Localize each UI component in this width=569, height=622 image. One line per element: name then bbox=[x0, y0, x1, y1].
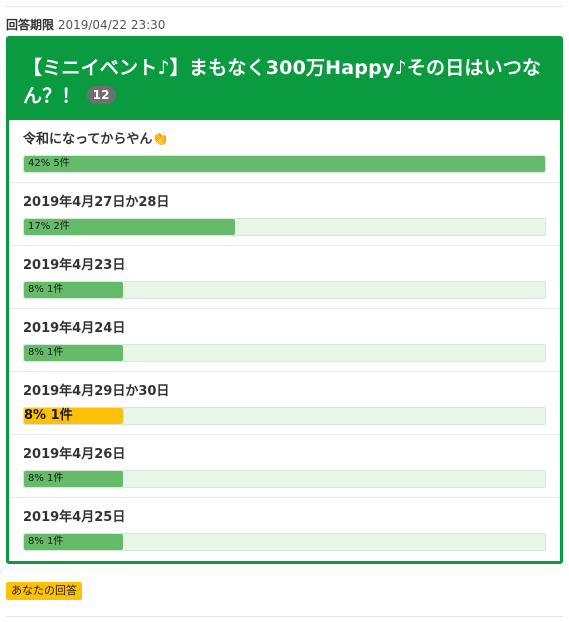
deadline-label: 回答期限 bbox=[6, 18, 55, 32]
result-bar-fill bbox=[24, 471, 124, 487]
result-bar-text: 42% 5件 bbox=[28, 158, 70, 169]
poll-options: 令和になってからやん👏 42% 5件 2019年4月27日か28日 17% 2件… bbox=[9, 120, 560, 561]
top-divider bbox=[6, 6, 563, 7]
poll-option-label: 2019年4月24日 bbox=[23, 321, 126, 336]
result-bar-text: 8% 1件 bbox=[28, 473, 64, 484]
poll-card: 【ミニイベント♪】まもなく300万Happy♪その日はいつなん？！ 12 令和にな… bbox=[6, 36, 563, 564]
poll-option[interactable]: 2019年4月25日 8% 1件 bbox=[9, 498, 560, 561]
poll-option-selected[interactable]: 2019年4月29日か30日 8% 1件 bbox=[9, 372, 560, 435]
result-bar-text: 8% 1件 bbox=[24, 408, 73, 423]
poll-title: 【ミニイベント♪】まもなく300万Happy♪その日はいつなん？！ bbox=[23, 57, 542, 107]
result-bar-text: 8% 1件 bbox=[28, 347, 64, 358]
result-bar-track: 8% 1件 bbox=[23, 407, 546, 425]
result-bar-fill bbox=[24, 408, 124, 424]
result-bar-fill bbox=[24, 156, 545, 172]
poll-option-label: 2019年4月29日か30日 bbox=[23, 384, 170, 399]
result-bar-track: 8% 1件 bbox=[23, 281, 546, 299]
result-bar-text: 8% 1件 bbox=[28, 536, 64, 547]
vote-count-badge: 12 bbox=[86, 86, 116, 104]
result-bar-track: 42% 5件 bbox=[23, 155, 546, 173]
poll-option-label: 2019年4月27日か28日 bbox=[23, 195, 170, 210]
result-bar-fill bbox=[24, 345, 124, 361]
deadline: 回答期限 2019/04/22 23:30 bbox=[6, 17, 165, 33]
poll-option-label: 2019年4月23日 bbox=[23, 258, 126, 273]
poll-option[interactable]: 2019年4月24日 8% 1件 bbox=[9, 309, 560, 372]
poll-option[interactable]: 令和になってからやん👏 42% 5件 bbox=[9, 120, 560, 183]
poll-option-label: 2019年4月26日 bbox=[23, 447, 126, 462]
result-bar-track: 17% 2件 bbox=[23, 218, 546, 236]
result-bar-text: 8% 1件 bbox=[28, 284, 64, 295]
result-bar-fill bbox=[24, 534, 124, 550]
poll-option[interactable]: 2019年4月26日 8% 1件 bbox=[9, 435, 560, 498]
result-bar-track: 8% 1件 bbox=[23, 533, 546, 551]
result-bar-track: 8% 1件 bbox=[23, 344, 546, 362]
poll-option-label: 令和になってからやん👏 bbox=[23, 132, 169, 147]
poll-header: 【ミニイベント♪】まもなく300万Happy♪その日はいつなん？！ 12 bbox=[9, 39, 560, 120]
result-bar-fill bbox=[24, 282, 124, 298]
poll-option-label: 2019年4月25日 bbox=[23, 510, 126, 525]
deadline-value: 2019/04/22 23:30 bbox=[57, 18, 166, 32]
poll-option[interactable]: 2019年4月27日か28日 17% 2件 bbox=[9, 183, 560, 246]
bottom-divider bbox=[6, 616, 563, 617]
result-bar-fill bbox=[24, 219, 235, 235]
your-answer-button[interactable]: あなたの回答 bbox=[6, 582, 82, 600]
poll-option[interactable]: 2019年4月23日 8% 1件 bbox=[9, 246, 560, 309]
result-bar-text: 17% 2件 bbox=[28, 221, 70, 232]
result-bar-track: 8% 1件 bbox=[23, 470, 546, 488]
